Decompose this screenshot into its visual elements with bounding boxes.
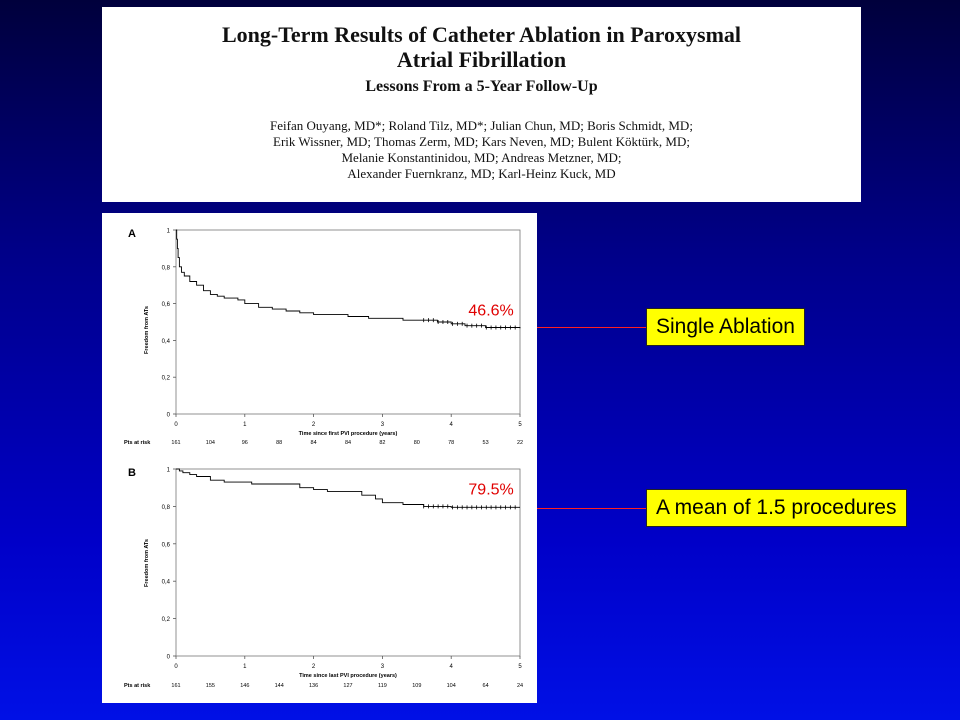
x-tick-label: 4 (450, 422, 454, 428)
at-risk-count: 161 (171, 440, 180, 446)
x-tick-label: 5 (518, 422, 522, 428)
at-risk-count: 64 (483, 683, 489, 689)
x-axis-label: Time since last PVI procedure (years) (299, 673, 397, 679)
panel-letter: A (128, 228, 136, 240)
kaplan-meier-svg: A 0 0,2 0,4 0,6 0,8 1 0 1 2 3 4 5 Time since first PV… (124, 228, 523, 689)
at-risk-count: 24 (517, 683, 523, 689)
paper-title-line-1: Long-Term Results of Catheter Ablation i… (221, 22, 742, 47)
y-tick-label: 0 (167, 655, 171, 661)
paper-title-line-2: Atrial Fibrillation (396, 47, 567, 72)
x-tick-label: 2 (312, 664, 316, 670)
y-axis-label: Freedom from ATs (144, 306, 150, 354)
at-risk-count: 22 (517, 440, 523, 446)
y-tick-label: 0,4 (162, 339, 171, 345)
y-tick-label: 0,4 (162, 580, 171, 586)
leader-line-mean (537, 508, 646, 509)
at-risk-label: Pts at risk (124, 683, 151, 689)
survival-curve (176, 229, 521, 329)
author-line: Melanie Konstantinidou, MD; Andreas Metz… (341, 150, 622, 165)
at-risk-count: 109 (412, 683, 421, 689)
at-risk-count: 146 (240, 683, 249, 689)
author-line: Erik Wissner, MD; Thomas Zerm, MD; Kars … (273, 134, 690, 149)
x-tick-label: 3 (381, 422, 385, 428)
y-tick-label: 1 (167, 229, 171, 235)
at-risk-count: 82 (379, 440, 385, 446)
survival-curve (176, 468, 520, 508)
y-tick-label: 0,6 (162, 302, 171, 308)
x-tick-label: 1 (243, 664, 247, 670)
survival-annotation: 46.6% (468, 302, 513, 319)
paper-title: Long-Term Results of Catheter Ablation i… (102, 22, 861, 72)
panel-letter: B (128, 467, 136, 479)
at-risk-count: 136 (309, 683, 318, 689)
paper-header: Long-Term Results of Catheter Ablation i… (102, 7, 861, 202)
survival-annotation: 79.5% (468, 481, 513, 498)
x-tick-label: 5 (518, 664, 522, 670)
x-tick-label: 1 (243, 422, 247, 428)
x-tick-label: 0 (174, 664, 178, 670)
y-tick-label: 0,8 (162, 505, 171, 511)
x-axis-label: Time since first PVI procedure (years) (299, 431, 398, 437)
plot-frame (175, 229, 521, 415)
y-tick-label: 0,6 (162, 542, 171, 548)
y-tick-label: 0,2 (162, 617, 171, 623)
at-risk-count: 96 (242, 440, 248, 446)
kaplan-meier-figure: A 0 0,2 0,4 0,6 0,8 1 0 1 2 3 4 5 Time since first PV… (102, 213, 537, 703)
y-axis-label: Freedom from ATs (144, 539, 150, 587)
at-risk-count: 80 (414, 440, 420, 446)
callout-mean-procedures: A mean of 1.5 procedures (646, 489, 907, 527)
at-risk-count: 127 (343, 683, 352, 689)
leader-line-single (537, 327, 646, 328)
at-risk-count: 161 (171, 683, 180, 689)
x-tick-label: 3 (381, 664, 385, 670)
at-risk-count: 84 (311, 440, 317, 446)
at-risk-count: 53 (483, 440, 489, 446)
x-tick-label: 4 (450, 664, 454, 670)
y-tick-label: 0 (167, 413, 171, 419)
at-risk-label: Pts at risk (124, 440, 151, 446)
y-tick-label: 1 (167, 468, 171, 474)
at-risk-count: 155 (206, 683, 215, 689)
at-risk-count: 84 (345, 440, 351, 446)
callout-single-ablation: Single Ablation (646, 308, 805, 346)
at-risk-count: 88 (276, 440, 282, 446)
y-tick-label: 0,8 (162, 265, 171, 271)
x-tick-label: 2 (312, 422, 316, 428)
at-risk-count: 104 (447, 683, 456, 689)
paper-subtitle: Lessons From a 5-Year Follow-Up (365, 78, 598, 95)
author-line: Alexander Fuernkranz, MD; Karl-Heinz Kuc… (347, 166, 616, 181)
author-line: Feifan Ouyang, MD*; Roland Tilz, MD*; Ju… (270, 118, 693, 133)
at-risk-count: 144 (275, 683, 284, 689)
x-tick-label: 0 (174, 422, 178, 428)
y-tick-label: 0,2 (162, 376, 171, 382)
author-list: Feifan Ouyang, MD*; Roland Tilz, MD*; Ju… (102, 118, 861, 182)
plot-frame (175, 468, 521, 657)
at-risk-count: 119 (378, 683, 387, 689)
at-risk-count: 78 (448, 440, 454, 446)
at-risk-count: 104 (206, 440, 215, 446)
